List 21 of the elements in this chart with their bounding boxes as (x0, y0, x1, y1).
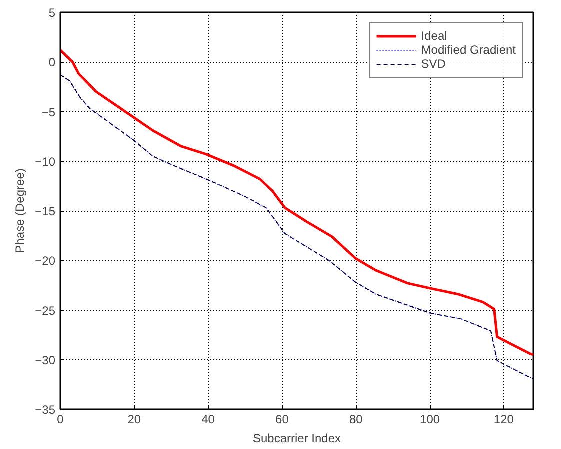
y-tick-label: −15 (35, 204, 56, 218)
y-tick-label: −25 (35, 304, 56, 318)
x-tick-label: 20 (128, 412, 142, 426)
x-axis-title: Subcarrier Index (252, 432, 342, 446)
y-tick-label: −10 (35, 154, 56, 169)
x-tick-label: 100 (420, 412, 440, 426)
x-tick-label: 120 (494, 412, 514, 426)
legend-label: Modified Gradient (421, 43, 516, 57)
legend-label: SVD (421, 57, 446, 71)
x-tick-label: 60 (276, 412, 290, 426)
y-tick-label: 0 (48, 56, 56, 70)
legend-label: Ideal (421, 29, 448, 43)
x-tick-label: 40 (202, 412, 216, 426)
y-tick-label: −30 (35, 353, 56, 368)
y-tick-label: −5 (42, 105, 56, 120)
y-tick-label: −35 (35, 403, 56, 417)
x-tick-label: 80 (349, 412, 364, 426)
y-tick-label: −20 (35, 254, 56, 268)
y-axis-title: Phase (Degree) (13, 168, 28, 254)
x-tick-label: 0 (57, 412, 64, 426)
y-tick-label: 5 (48, 6, 56, 20)
